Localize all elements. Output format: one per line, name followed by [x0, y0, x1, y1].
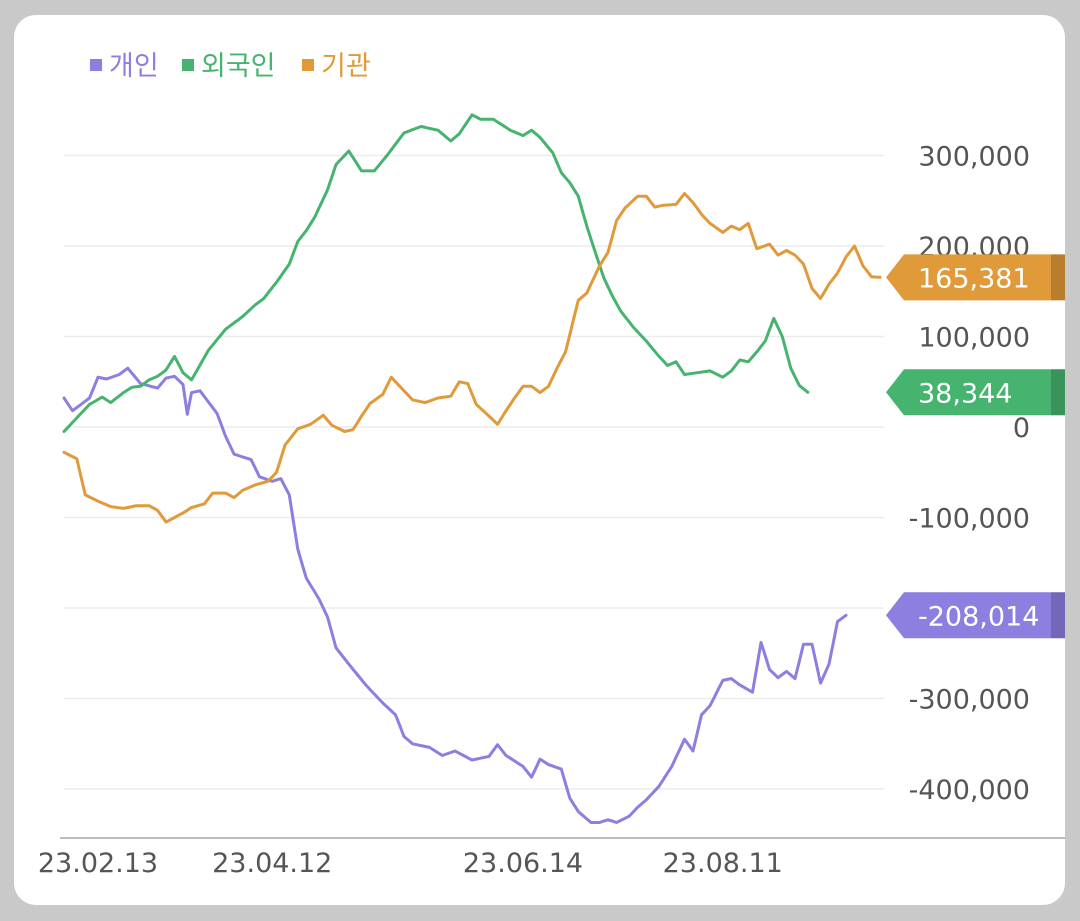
y-tick-label: 300,000	[918, 142, 1030, 173]
legend-swatch	[90, 59, 102, 71]
series-line	[62, 192, 882, 524]
y-tick-label: -400,000	[909, 775, 1030, 806]
end-value-tags: -208,014 38,344 165,381	[886, 254, 1065, 639]
x-tick-label: 23.06.14	[463, 848, 583, 879]
value-tag-label: 38,344	[918, 378, 1012, 409]
legend-label: 개인	[109, 51, 159, 82]
x-tick-label: 23.08.11	[663, 848, 783, 879]
x-tick-label: 23.02.13	[38, 848, 158, 879]
y-axis-ticks: 300,000200,000100,0000-100,000-200,000-3…	[909, 142, 1030, 807]
x-tick-label: 23.04.12	[212, 848, 332, 879]
value-tag-edge	[1051, 369, 1065, 416]
value-tag	[886, 592, 1065, 639]
legend-swatch	[302, 59, 314, 71]
series-lines	[62, 113, 882, 824]
series-line	[62, 113, 810, 433]
value-tag	[886, 254, 1065, 301]
y-tick-label: 0	[1013, 413, 1030, 444]
value-tag-edge	[1051, 254, 1065, 301]
series-line	[62, 366, 848, 824]
value-tag	[886, 369, 1065, 416]
value-tag-edge	[1051, 592, 1065, 639]
legend: 개인 외국인 기관	[90, 51, 371, 82]
y-tick-label: 100,000	[918, 323, 1030, 354]
legend-label: 외국인	[201, 51, 276, 82]
legend-label: 기관	[321, 51, 371, 82]
y-tick-label: -300,000	[909, 685, 1030, 716]
value-tag-label: 165,381	[918, 263, 1030, 294]
grid-lines	[64, 154, 884, 790]
x-axis: 23.02.13 23.04.12 23.06.14 23.08.11	[38, 837, 1065, 879]
y-tick-label: -100,000	[909, 504, 1030, 535]
value-tag-label: -208,014	[918, 601, 1039, 632]
legend-swatch	[182, 59, 194, 71]
